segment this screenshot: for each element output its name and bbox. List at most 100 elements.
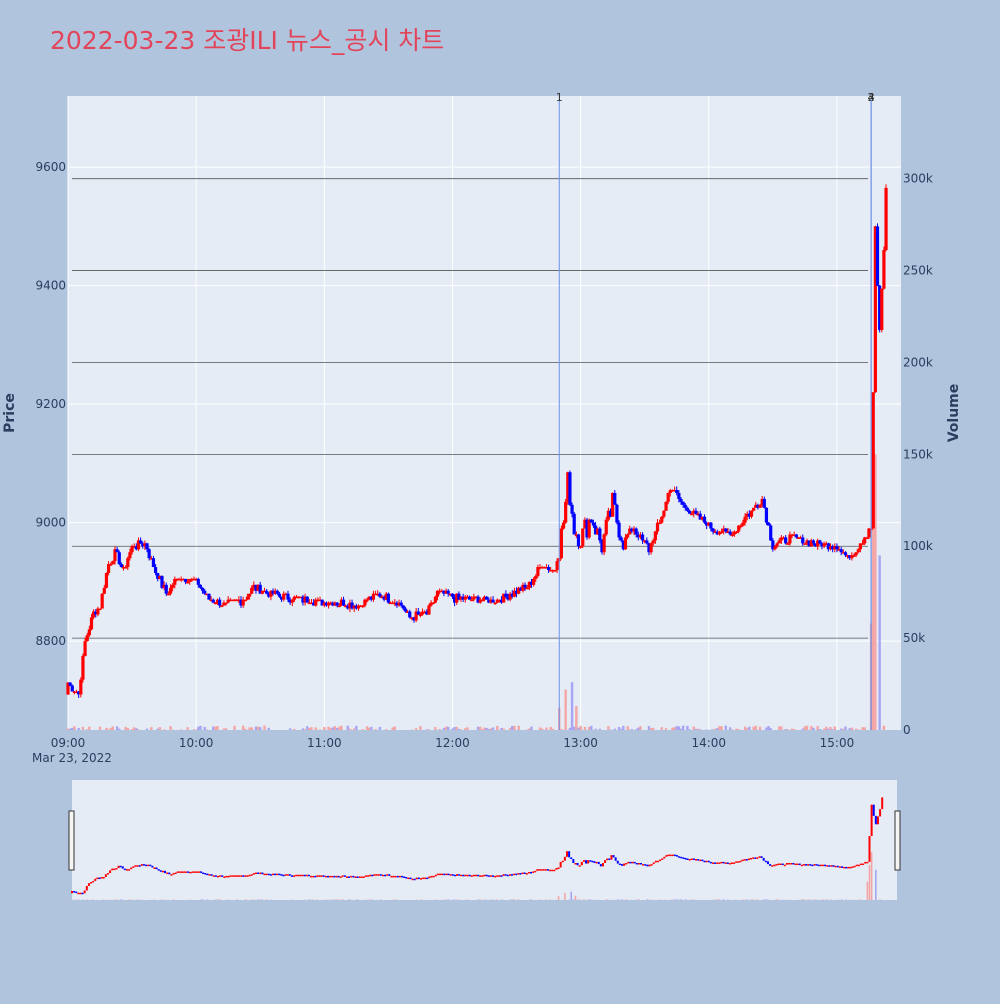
volume-bar <box>110 728 112 730</box>
volume-bar <box>787 729 789 730</box>
volume-bar <box>575 706 577 730</box>
slider-candle <box>99 878 101 880</box>
slider-candle <box>187 871 189 873</box>
slider-candle <box>128 869 130 871</box>
volume-bar <box>746 728 748 730</box>
volume-bar <box>688 729 690 730</box>
volume-bar <box>485 728 487 730</box>
volume-bar <box>355 726 357 730</box>
slider-candle <box>729 863 731 865</box>
slider-candle <box>177 871 179 873</box>
time-tick-label: 12:00 <box>435 736 470 750</box>
volume-bar <box>353 729 355 730</box>
volume-bar <box>82 727 84 730</box>
slider-candle <box>864 862 866 864</box>
slider-candle <box>847 867 849 869</box>
slider-volume-bar <box>78 899 80 900</box>
candle-body <box>126 558 129 567</box>
slider-candle <box>371 875 373 877</box>
volume-bar <box>334 726 336 730</box>
slider-candle <box>86 886 88 890</box>
candle-body <box>801 537 804 543</box>
slider-volume-bar <box>570 892 572 900</box>
slider-candle <box>130 867 132 869</box>
slider-candle <box>397 876 399 878</box>
candle-body <box>684 505 687 508</box>
slider-candle <box>877 816 879 824</box>
slider-candle <box>644 864 646 866</box>
slider-volume-bar <box>496 899 498 900</box>
slider-candle <box>752 857 754 859</box>
slider-candle <box>215 875 217 877</box>
volume-bar <box>748 727 750 730</box>
slider-candle <box>179 871 181 873</box>
slider-candle <box>200 871 202 873</box>
slider-candle <box>325 876 327 878</box>
slider-candle <box>613 855 615 857</box>
slider-candle <box>786 863 788 865</box>
volume-bar <box>552 729 554 730</box>
slider-candle <box>767 861 769 864</box>
slider-volume-bar <box>219 899 221 900</box>
slider-candle <box>651 864 653 866</box>
volume-bar <box>118 729 120 730</box>
slider-candle <box>189 872 191 874</box>
candle-body <box>145 543 148 549</box>
volume-bar <box>105 728 107 730</box>
slider-candle <box>435 875 437 877</box>
range-slider[interactable] <box>72 780 897 900</box>
volume-bar <box>127 728 129 730</box>
slider-candle <box>600 864 602 866</box>
slider-candle <box>564 857 566 861</box>
main-plot-area[interactable] <box>68 96 901 730</box>
volume-bar <box>259 727 261 730</box>
slider-candle <box>280 874 282 876</box>
slider-candle <box>192 871 194 873</box>
slider-volume-bar <box>879 899 881 900</box>
volume-bar <box>851 728 853 730</box>
candle-body <box>105 573 108 588</box>
price-tick-label: 9400 <box>35 279 66 293</box>
volume-tick-label: 150k <box>903 447 933 461</box>
volume-bar <box>150 727 152 730</box>
slider-candle <box>384 875 386 877</box>
candle-body <box>562 523 565 529</box>
slider-volume-bar <box>372 899 374 900</box>
slider-volume-bar <box>746 899 748 900</box>
slider-candle <box>88 883 90 886</box>
volume-bar <box>323 727 325 730</box>
time-tick-label: 14:00 <box>691 736 726 750</box>
slider-candle <box>228 876 230 878</box>
candle-body <box>731 534 734 536</box>
candle-body <box>650 543 653 552</box>
range-slider-right-handle[interactable] <box>895 811 900 870</box>
slider-candle <box>839 866 841 868</box>
slider-candle <box>109 870 111 873</box>
slider-candle <box>841 866 843 868</box>
slider-candle <box>388 874 390 876</box>
candle-body <box>523 585 526 588</box>
candle-body <box>101 594 104 609</box>
slider-candle <box>773 865 775 867</box>
candle-body <box>246 597 249 600</box>
range-slider-left-handle[interactable] <box>69 811 74 870</box>
slider-candle <box>583 860 585 862</box>
slider-candle <box>792 863 794 865</box>
candle-body <box>876 226 879 285</box>
slider-candle <box>333 876 335 878</box>
volume-bar <box>124 727 126 730</box>
candle-body <box>677 493 680 499</box>
slider-candle <box>441 874 443 876</box>
candle-body <box>451 594 454 597</box>
slider-candle <box>682 857 684 859</box>
slider-candle <box>393 876 395 878</box>
volume-bar <box>883 726 885 730</box>
candle-body <box>884 188 887 250</box>
candle-body <box>534 576 537 579</box>
volume-bar <box>804 726 806 730</box>
slider-candle <box>553 870 555 872</box>
volume-bar <box>855 729 857 730</box>
candle-body <box>79 680 82 695</box>
slider-volume-bar <box>801 899 803 900</box>
slider-candle <box>659 860 661 862</box>
